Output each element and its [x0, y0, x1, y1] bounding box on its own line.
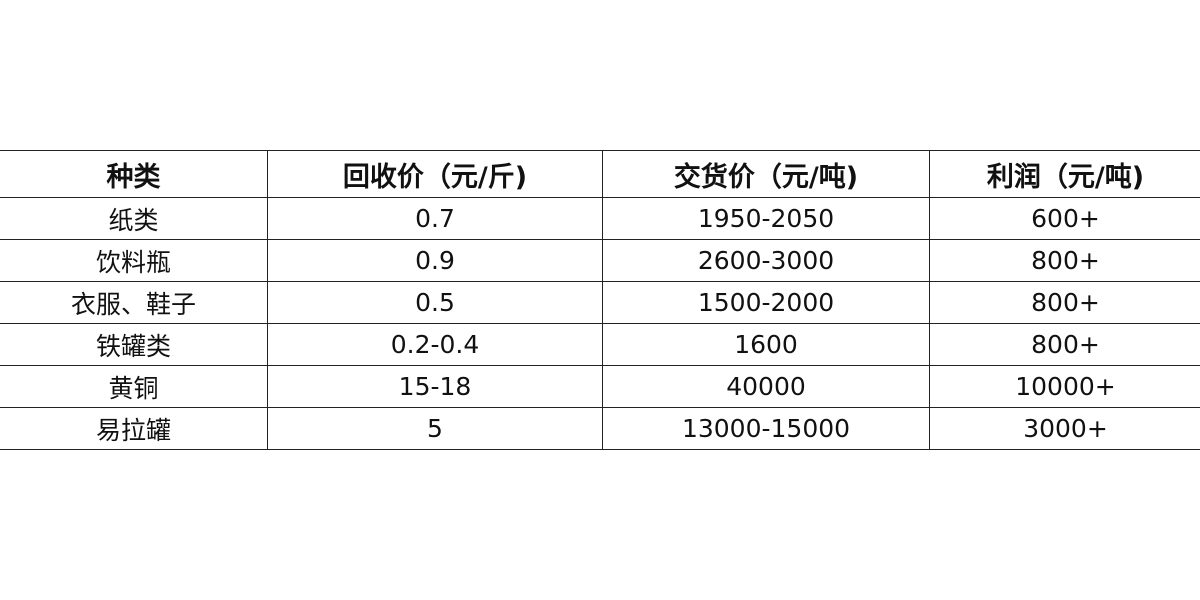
cell-delivery-price: 13000-15000 — [602, 407, 930, 450]
table-row: 铁罐类 0.2-0.4 1600 800+ — [0, 323, 1200, 366]
cell-category: 黄铜 — [0, 365, 268, 408]
cell-delivery-price: 2600-3000 — [602, 239, 930, 282]
table-row: 衣服、鞋子 0.5 1500-2000 800+ — [0, 281, 1200, 324]
header-row: 种类 回收价（元/斤) 交货价（元/吨) 利润（元/吨) — [0, 150, 1200, 198]
cell-profit: 10000+ — [929, 365, 1200, 408]
cell-recycle-price: 15-18 — [267, 365, 603, 408]
cell-profit: 600+ — [929, 197, 1200, 240]
cell-recycle-price: 0.2-0.4 — [267, 323, 603, 366]
cell-delivery-price: 40000 — [602, 365, 930, 408]
cell-recycle-price: 0.5 — [267, 281, 603, 324]
table-row: 纸类 0.7 1950-2050 600+ — [0, 197, 1200, 240]
cell-delivery-price: 1500-2000 — [602, 281, 930, 324]
header-profit: 利润（元/吨) — [929, 150, 1200, 198]
cell-category: 铁罐类 — [0, 323, 268, 366]
cell-recycle-price: 0.7 — [267, 197, 603, 240]
cell-category: 饮料瓶 — [0, 239, 268, 282]
cell-category: 纸类 — [0, 197, 268, 240]
table-row: 易拉罐 5 13000-15000 3000+ — [0, 407, 1200, 450]
table-row: 饮料瓶 0.9 2600-3000 800+ — [0, 239, 1200, 282]
header-recycle-price: 回收价（元/斤) — [267, 150, 603, 198]
cell-recycle-price: 5 — [267, 407, 603, 450]
table-row: 黄铜 15-18 40000 10000+ — [0, 365, 1200, 408]
header-category: 种类 — [0, 150, 268, 198]
cell-delivery-price: 1600 — [602, 323, 930, 366]
cell-profit: 800+ — [929, 281, 1200, 324]
recycling-price-table: 种类 回收价（元/斤) 交货价（元/吨) 利润（元/吨) 纸类 0.7 1950-2… — [0, 150, 1200, 450]
cell-profit: 800+ — [929, 323, 1200, 366]
cell-category: 衣服、鞋子 — [0, 281, 268, 324]
header-delivery-price: 交货价（元/吨) — [602, 150, 930, 198]
cell-profit: 800+ — [929, 239, 1200, 282]
cell-delivery-price: 1950-2050 — [602, 197, 930, 240]
cell-profit: 3000+ — [929, 407, 1200, 450]
cell-category: 易拉罐 — [0, 407, 268, 450]
cell-recycle-price: 0.9 — [267, 239, 603, 282]
